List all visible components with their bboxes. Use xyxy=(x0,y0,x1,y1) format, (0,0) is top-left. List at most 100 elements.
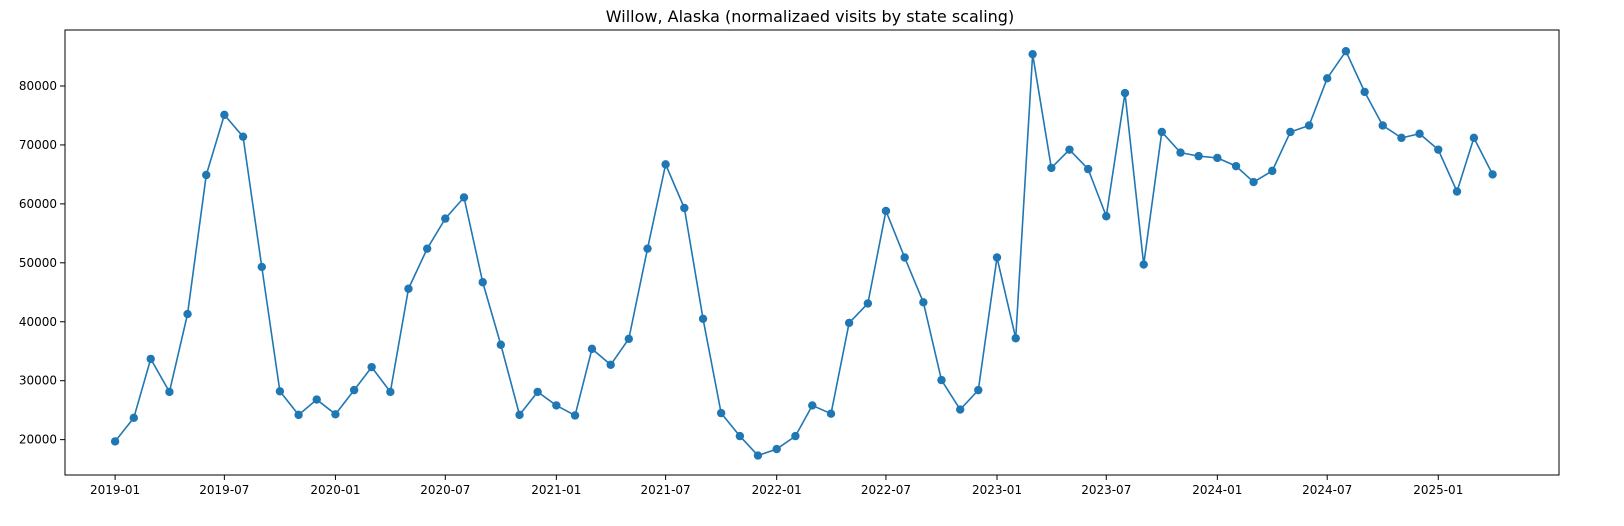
data-point xyxy=(791,431,800,441)
data-point xyxy=(459,193,469,202)
data-point xyxy=(331,410,340,419)
data-point xyxy=(772,444,781,454)
data-point xyxy=(1452,187,1462,196)
data-point xyxy=(826,409,836,418)
data-point xyxy=(808,401,817,410)
data-point xyxy=(1028,49,1037,59)
data-point xyxy=(367,362,376,372)
data-point xyxy=(257,262,266,272)
data-point xyxy=(1120,88,1130,98)
x-tick-label: 2024-01 xyxy=(1192,483,1242,497)
data-point xyxy=(1434,145,1443,154)
x-tick-label: 2020-01 xyxy=(310,483,360,497)
data-point xyxy=(533,387,542,397)
data-point xyxy=(1415,129,1424,138)
data-point xyxy=(312,395,321,404)
data-point xyxy=(422,244,432,253)
data-point xyxy=(570,411,580,420)
x-tick-label: 2023-01 xyxy=(972,483,1022,497)
data-point xyxy=(587,344,597,354)
x-tick-label: 2022-01 xyxy=(752,483,802,497)
data-point xyxy=(643,244,652,253)
data-point xyxy=(716,408,726,418)
x-tick-label: 2019-07 xyxy=(199,483,249,497)
y-tick-label: 80000 xyxy=(19,79,57,93)
data-point xyxy=(881,206,891,216)
data-point xyxy=(1286,127,1295,137)
data-point xyxy=(680,203,689,213)
y-tick-label: 30000 xyxy=(19,374,57,388)
data-point xyxy=(900,253,909,262)
data-point xyxy=(275,387,285,396)
data-point xyxy=(441,214,450,223)
data-point xyxy=(1102,212,1111,221)
data-point xyxy=(349,385,359,395)
x-tick-label: 2023-07 xyxy=(1081,483,1131,497)
data-point xyxy=(1378,121,1387,130)
axes: 2019-01 2019-07 2020-01 2020-07 2021-01 2021-… xyxy=(19,29,1560,497)
data-point xyxy=(1213,153,1222,163)
x-tick-label: 2020-07 xyxy=(420,483,470,497)
data-point xyxy=(1176,148,1185,157)
data-point xyxy=(992,253,1002,262)
y-tick-label: 70000 xyxy=(19,138,57,152)
y-tick-label: 20000 xyxy=(19,433,57,447)
y-tick-label: 40000 xyxy=(19,315,57,329)
chart-title: Willow, Alaska (normalizaed visits by st… xyxy=(606,7,1014,26)
data-point xyxy=(955,405,965,414)
data-point xyxy=(496,340,506,349)
x-tick-label: 2025-01 xyxy=(1413,483,1463,497)
data-point xyxy=(238,132,248,141)
data-point xyxy=(1194,151,1203,161)
data-point xyxy=(1083,164,1093,174)
data-point xyxy=(1469,133,1479,143)
series-line xyxy=(114,50,1494,457)
data-point xyxy=(753,451,763,460)
data-point xyxy=(661,160,670,169)
data-point xyxy=(1341,47,1351,56)
x-tick-label: 2019-01 xyxy=(90,483,140,497)
data-point xyxy=(515,410,524,420)
data-point xyxy=(1268,166,1277,176)
data-point xyxy=(1231,161,1241,171)
data-point xyxy=(1249,177,1258,187)
plot-frame xyxy=(64,29,1560,476)
x-tick-label: 2024-07 xyxy=(1302,483,1352,497)
x-tick-label: 2021-07 xyxy=(641,483,691,497)
series-willow xyxy=(110,47,1497,460)
data-point xyxy=(165,387,174,397)
data-point xyxy=(146,354,155,364)
data-point xyxy=(1065,145,1074,154)
data-point xyxy=(202,170,211,180)
data-point xyxy=(624,334,633,344)
data-point xyxy=(735,431,745,441)
data-point xyxy=(844,318,854,328)
data-point xyxy=(129,413,139,423)
data-point xyxy=(1139,260,1148,269)
data-point xyxy=(1157,127,1167,137)
data-point xyxy=(1323,74,1332,83)
data-point xyxy=(863,299,873,308)
data-point xyxy=(386,387,395,397)
data-point xyxy=(937,375,946,385)
data-point xyxy=(698,314,708,324)
data-point xyxy=(1397,133,1406,143)
x-tick-label: 2021-01 xyxy=(531,483,581,497)
data-point xyxy=(919,298,928,307)
y-tick-label: 60000 xyxy=(19,197,57,211)
data-point xyxy=(1011,334,1020,343)
data-point xyxy=(606,360,615,369)
data-point xyxy=(404,284,413,293)
data-point xyxy=(974,385,983,395)
data-point xyxy=(1304,121,1314,130)
data-point xyxy=(220,110,229,120)
data-point xyxy=(294,410,303,420)
data-point xyxy=(110,437,120,446)
data-point xyxy=(1047,163,1056,173)
data-point xyxy=(552,401,561,410)
y-tick-label: 50000 xyxy=(19,256,57,270)
data-point xyxy=(1488,170,1497,179)
data-point xyxy=(1360,87,1369,97)
data-point xyxy=(183,309,192,319)
